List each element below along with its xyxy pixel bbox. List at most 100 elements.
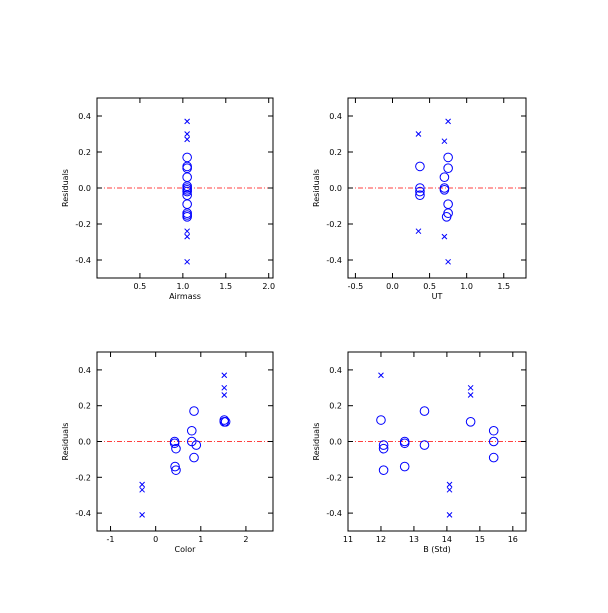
plot-panel-1: 0.5 1.0 1.5 2.0 -0.4 -0.2 0.0 0.2 0.4 Airmass Resi… <box>61 97 275 301</box>
data-point-circle <box>488 436 499 447</box>
cross-stroke <box>184 233 190 240</box>
data-point-circle <box>443 163 453 173</box>
x-axis-label: Color <box>175 545 197 554</box>
data-point-circle <box>182 172 192 182</box>
y-tick-label: 0.2 <box>329 148 342 157</box>
cross-stroke <box>139 481 145 488</box>
data-point-circle <box>415 190 425 200</box>
data-point-cross <box>139 512 145 518</box>
y-axis-label: Residuals <box>61 169 70 207</box>
data-point-circle <box>439 185 450 195</box>
data-point-circle <box>399 438 410 449</box>
data-point-circle <box>182 163 192 173</box>
x-tick-label: 0.5 <box>134 282 147 291</box>
data-point-cross <box>446 512 453 518</box>
cross-stroke <box>415 131 422 137</box>
data-point-cross <box>184 233 190 240</box>
x-tick-label: 14 <box>442 535 452 544</box>
y-tick-label: 0.4 <box>329 366 342 375</box>
data-point-circle <box>182 152 192 163</box>
x-axis-label: Airmass <box>169 292 201 301</box>
data-point-circle <box>415 186 425 197</box>
cross-stroke <box>415 228 422 235</box>
y-tick-label: -0.2 <box>326 473 342 482</box>
x-tick-label: 1.5 <box>219 282 232 291</box>
data-point-cross <box>415 228 422 235</box>
data-point-cross <box>139 481 145 488</box>
data-point-circle <box>171 443 181 454</box>
data-point-cross <box>139 486 145 493</box>
data-point-circle <box>419 406 430 416</box>
cross-stroke <box>184 118 190 125</box>
data-point-circle <box>378 465 389 475</box>
data-point-cross <box>446 481 453 488</box>
y-tick-label: 0.0 <box>329 184 342 193</box>
data-point-circle <box>170 461 180 472</box>
cross-stroke <box>221 384 228 391</box>
cross-stroke <box>441 138 448 145</box>
y-tick-label: -0.2 <box>326 220 342 229</box>
x-tick-label: 13 <box>409 535 419 544</box>
data-point-cross <box>184 136 190 143</box>
data-point-cross <box>184 118 190 125</box>
y-tick-label: -0.4 <box>326 509 342 518</box>
data-point-cross <box>441 233 448 240</box>
data-point-cross <box>467 392 474 398</box>
cross-stroke <box>446 481 453 488</box>
y-tick-label: -0.4 <box>75 256 91 265</box>
cross-stroke <box>441 233 448 240</box>
x-tick-label: -1 <box>107 535 115 544</box>
data-point-circle <box>465 417 476 427</box>
data-point-circle <box>415 161 425 172</box>
data-point-circle <box>182 161 192 172</box>
data-point-circle <box>378 440 389 450</box>
cross-stroke <box>467 392 474 398</box>
y-tick-label: -0.2 <box>75 473 91 482</box>
data-point-cross <box>221 392 228 398</box>
data-point-cross <box>446 486 453 493</box>
data-point-circle <box>376 415 386 425</box>
data-point-cross <box>415 131 422 137</box>
plot-panel-2: -0.5 0.0 0.5 1.0 1.5 -0.4 -0.2 0.0 0.2 0.4 UT Resid… <box>312 97 527 301</box>
cross-stroke <box>184 228 190 235</box>
x-tick-label: 16 <box>508 535 518 544</box>
x-tick-label: 0.0 <box>386 282 399 291</box>
cross-stroke <box>221 372 228 379</box>
data-point-circle <box>189 452 199 463</box>
plot-panel-4: 11 12 13 14 15 16 -0.4 -0.2 0.0 0.2 0.4 B (Std) Resi… <box>312 351 527 554</box>
y-tick-label: 0.2 <box>78 402 91 411</box>
data-point-circle <box>443 199 453 209</box>
data-point-cross <box>441 138 448 145</box>
cross-stroke <box>221 392 228 398</box>
cross-stroke <box>184 131 190 137</box>
y-tick-label: 0.4 <box>329 112 342 121</box>
data-point-circle <box>378 443 389 454</box>
cross-stroke <box>446 512 453 518</box>
cross-stroke <box>467 384 474 391</box>
x-tick-label: 0 <box>153 535 158 544</box>
data-point-circle <box>169 438 180 449</box>
y-axis-label: Residuals <box>312 169 321 207</box>
data-point-circle <box>191 440 202 450</box>
cross-stroke <box>445 118 451 125</box>
data-point-circle <box>220 417 231 427</box>
data-point-cross <box>184 258 190 265</box>
data-point-cross <box>184 228 190 235</box>
x-tick-label: 1.5 <box>497 282 510 291</box>
data-point-circle <box>488 425 499 436</box>
x-tick-label: 1.0 <box>176 282 189 291</box>
data-point-circle <box>186 425 197 436</box>
data-point-cross <box>221 372 228 379</box>
cross-stroke <box>139 512 145 518</box>
cross-stroke <box>184 136 190 143</box>
data-point-cross <box>467 384 474 391</box>
data-point-circle <box>182 210 192 220</box>
data-point-circle <box>488 452 499 463</box>
data-point-circle <box>189 406 199 416</box>
y-tick-label: 0.0 <box>78 184 91 193</box>
y-tick-label: 0.4 <box>78 112 91 121</box>
cross-stroke <box>378 372 384 379</box>
data-point-circle <box>171 465 181 475</box>
